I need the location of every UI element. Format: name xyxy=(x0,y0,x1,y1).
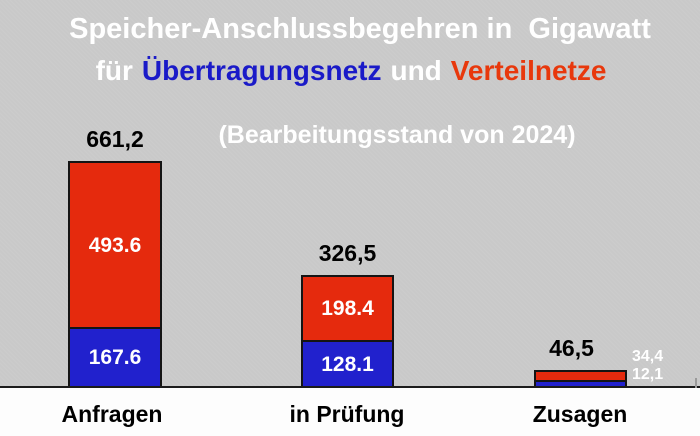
total-label-anfragen: 661,2 xyxy=(86,126,144,152)
bar-zusagen: 46,5 34,4 12,1 xyxy=(534,337,627,386)
bar-anfragen: 661,2 493.6 167.6 xyxy=(68,128,162,386)
title-word-und: und xyxy=(390,55,442,86)
category-strip xyxy=(0,388,700,436)
bar-in-pruefung: 326,5 198.4 128.1 xyxy=(301,242,394,386)
category-label-zusagen: Zusagen xyxy=(532,401,628,427)
segment-uebertragungsnetz-in-pruefung: 128.1 xyxy=(301,342,394,386)
segment-uebertragungsnetz-zusagen: 12,1 xyxy=(534,382,627,386)
segment-verteilnetze-zusagen: 34,4 xyxy=(534,370,627,382)
title-word-verteilnetze: Verteilnetze xyxy=(450,55,607,86)
total-label-zusagen: 46,5 xyxy=(549,335,594,361)
segment-value-red: 198.4 xyxy=(321,297,374,320)
chart-subtitle: (Bearbeitungsstand von 2024) xyxy=(218,121,576,149)
x-axis-line xyxy=(0,386,700,388)
zusagen-red-value-label: 34,4 xyxy=(632,348,664,365)
title-word-uebertragungsnetz: Übertragungsnetz xyxy=(141,55,382,86)
segment-verteilnetze-anfragen: 493.6 xyxy=(68,161,162,329)
category-label-in-pruefung: in Prüfung xyxy=(289,401,405,427)
segment-value-blue: 167.6 xyxy=(88,346,142,369)
zusagen-blue-value-label: 12,1 xyxy=(632,366,664,383)
segment-value-blue: 128.1 xyxy=(321,352,374,376)
chart-title-line1: Speicher-Anschlussbegehren in Gigawatt xyxy=(69,13,651,45)
segment-uebertragungsnetz-anfragen: 167.6 xyxy=(68,329,162,386)
segment-value-red: 493.6 xyxy=(88,233,142,257)
segment-verteilnetze-in-pruefung: 198.4 xyxy=(301,275,394,342)
axis-tick-right xyxy=(695,378,697,389)
title-word-fuer: für xyxy=(95,55,133,86)
chart-title-line2: für Übertragungsnetz und Verteilnetze xyxy=(96,55,607,87)
category-label-anfragen: Anfragen xyxy=(61,401,163,427)
total-label-in-pruefung: 326,5 xyxy=(318,240,377,266)
